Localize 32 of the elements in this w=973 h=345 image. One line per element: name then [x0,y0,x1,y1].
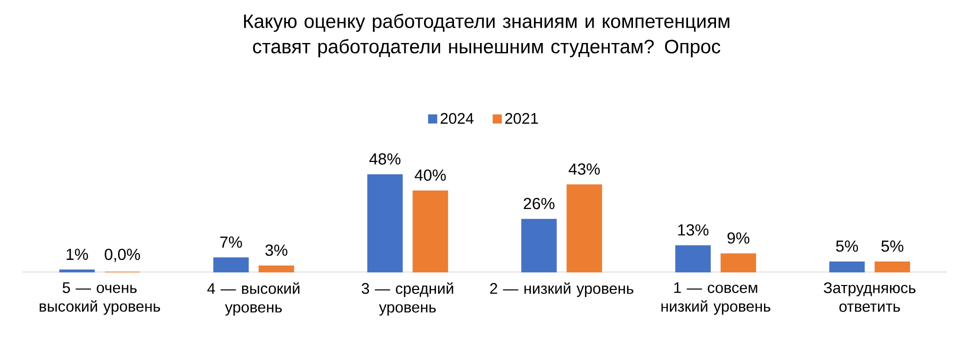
data-label: 0,0% [104,248,140,262]
data-label: 7% [220,236,242,248]
bar [566,184,602,272]
bar [367,174,403,272]
data-label: 5% [881,240,904,252]
x-tick-label: 4 — высокий уровень [207,282,300,316]
data-label: 26% [524,198,554,210]
x-tick-label: Затрудняюсь ответить [824,282,916,312]
legend-label: 2021 [505,112,538,124]
bar [675,245,711,272]
data-label: 13% [678,224,708,236]
bar [412,190,448,272]
data-label: 1% [66,248,88,260]
bar [59,270,95,272]
data-label: 40% [414,169,446,181]
bar [829,261,865,272]
bar [874,261,910,272]
x-tick-label: 1 — совсем низкий уровень [661,282,770,315]
data-label: 3% [265,244,288,256]
data-label: 5% [836,240,858,252]
x-tick-label: 2 — низкий уровень [490,282,634,297]
bar [521,218,557,272]
legend-label: 2024 [440,112,474,124]
bar [213,257,249,272]
bar [258,266,294,272]
data-label: 43% [568,163,600,175]
x-tick-label: 3 — средний уровень [362,282,454,316]
data-label: 9% [728,232,750,244]
chart-title: Какую оценку работодатели знаниям и компетенциям ставят работодатели нынешним студентам? Опрос [244,14,730,58]
x-tick-label: 5 — очень высокий уровень [40,282,160,315]
data-label: 48% [369,153,400,165]
bar [720,253,756,272]
